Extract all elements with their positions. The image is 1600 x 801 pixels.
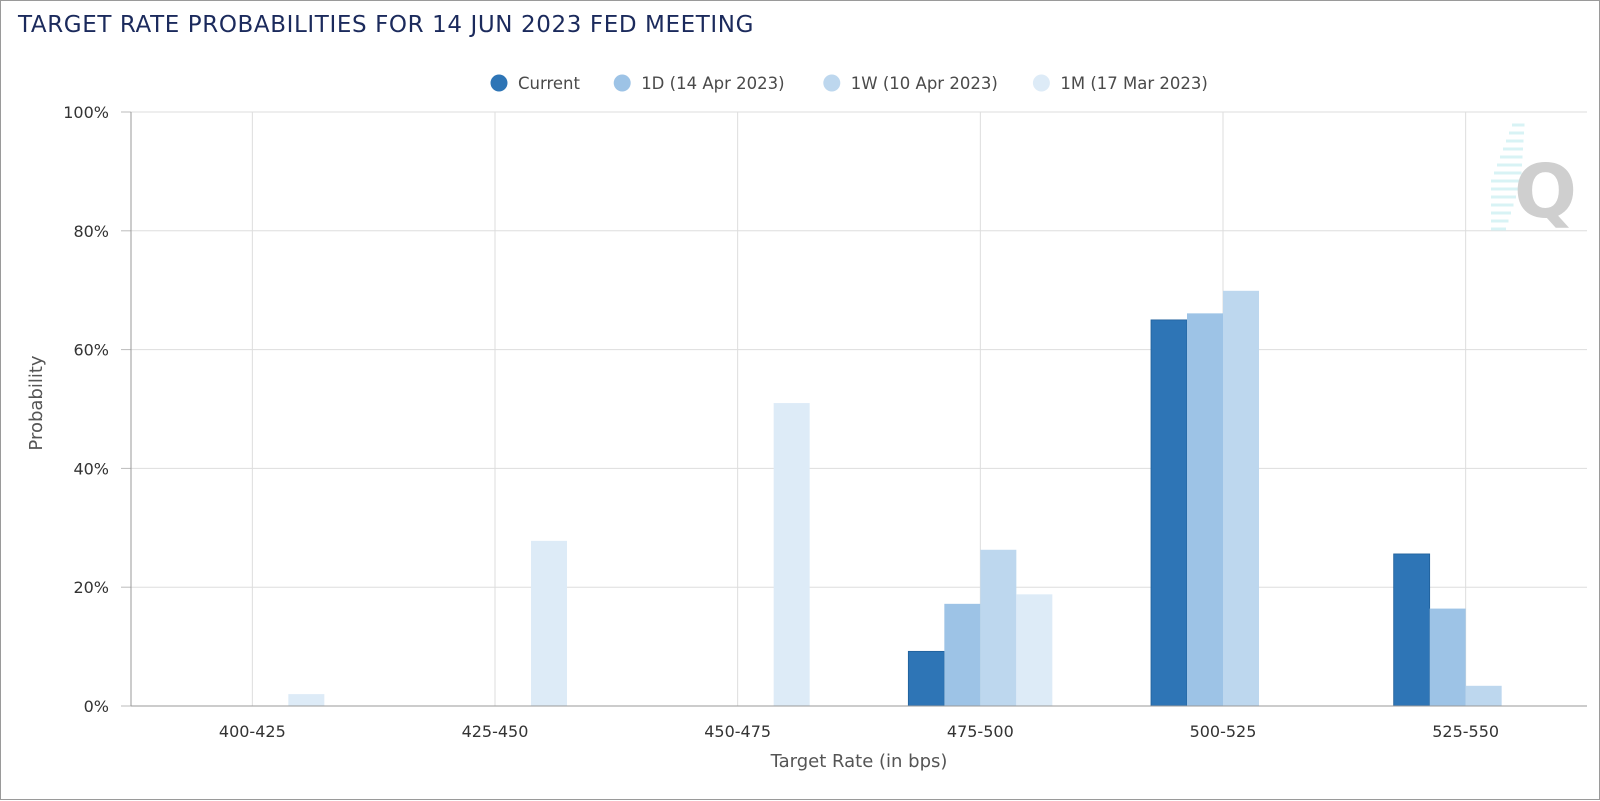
y-tick-label: 60%: [73, 341, 109, 360]
y-tick-label: 80%: [73, 222, 109, 241]
legend-item-1m[interactable]: 1M (17 Mar 2023): [1032, 74, 1208, 93]
y-tick-label: 40%: [73, 459, 109, 478]
bar-1m-450-475: [773, 403, 810, 706]
bar-1d-500-525: [1187, 313, 1223, 706]
legend-item-current[interactable]: Current: [490, 74, 581, 93]
x-tick-label: 450-475: [704, 722, 771, 741]
legend-swatch: [490, 74, 508, 92]
legend-label: 1M (17 Mar 2023): [1060, 74, 1207, 93]
bar-1w-500-525: [1223, 290, 1259, 706]
legend-swatch: [823, 74, 841, 92]
x-tick-label: 500-525: [1190, 722, 1257, 741]
legend-label: Current: [518, 74, 581, 93]
bar-1d-475-500: [944, 603, 981, 706]
y-tick-label: 20%: [73, 578, 109, 597]
y-tick-label: 100%: [63, 103, 109, 122]
x-tick-label: 400-425: [219, 722, 286, 741]
chart-title: TARGET RATE PROBABILITIES FOR 14 JUN 202…: [18, 12, 755, 38]
watermark-letter: Q: [1514, 149, 1577, 235]
bar-current-525-550: [1393, 553, 1431, 707]
x-tick-label: 475-500: [947, 722, 1014, 741]
legend-item-1d[interactable]: 1D (14 Apr 2023): [613, 74, 785, 93]
legend-swatch: [613, 74, 631, 92]
x-tick-label: 425-450: [462, 722, 529, 741]
y-axis-label: Probability: [26, 355, 47, 450]
x-tick-label: 525-550: [1432, 722, 1499, 741]
y-tick-label: 0%: [84, 697, 109, 716]
grid-lines: [131, 111, 1587, 706]
legend-item-1w[interactable]: 1W (10 Apr 2023): [823, 74, 998, 93]
legend-swatch: [1032, 74, 1050, 92]
legend[interactable]: Current 1D (14 Apr 2023) 1W (10 Apr 2023) 1…: [490, 74, 1208, 93]
bar-current-475-500: [907, 650, 945, 707]
bars: [288, 290, 1502, 707]
bar-1d-525-550: [1429, 608, 1466, 706]
x-axis-label: Target Rate (in bps): [770, 751, 948, 772]
bar-current-500-525: [1150, 319, 1188, 707]
watermark-logo: Q: [1491, 123, 1577, 235]
legend-label: 1W (10 Apr 2023): [851, 74, 998, 93]
bar-1m-425-450: [531, 540, 567, 706]
bar-1w-475-500: [980, 549, 1017, 706]
bar-1w-525-550: [1465, 685, 1502, 706]
axes: 0% 20% 40% 60% 80% 100% 400-425 425-450 450-475 4…: [63, 103, 1587, 741]
bar-1m-400-425: [288, 694, 325, 706]
bar-1m-475-500: [1016, 594, 1053, 706]
legend-label: 1D (14 Apr 2023): [641, 74, 784, 93]
